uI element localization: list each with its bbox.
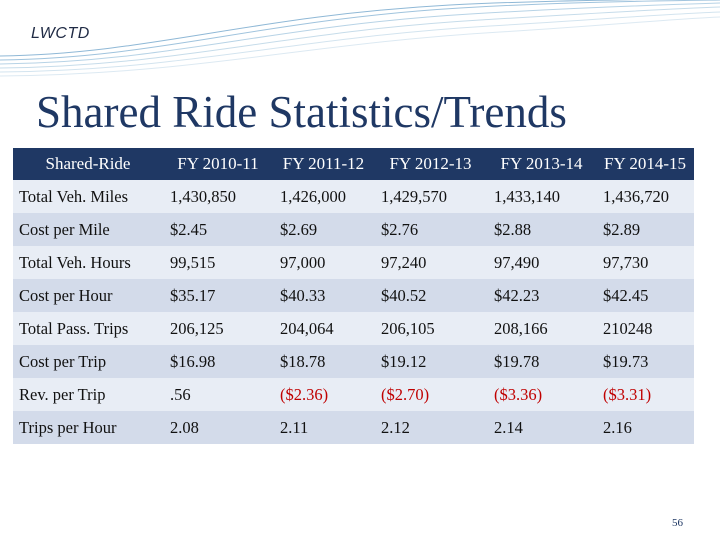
negative-value-cell: ($3.36) [487,378,596,411]
row-label: Cost per Hour [13,279,163,312]
page-number: 56 [672,517,683,529]
row-label: Trips per Hour [13,411,163,444]
table-cell: $2.88 [487,213,596,246]
column-header: FY 2011-12 [273,148,374,180]
slide-title: Shared Ride Statistics/Trends [36,87,567,137]
table-cell: $42.23 [487,279,596,312]
table-cell: 1,433,140 [487,180,596,213]
negative-value-cell: ($2.36) [273,378,374,411]
table-cell: $19.78 [487,345,596,378]
table-cell: 1,429,570 [374,180,487,213]
table-cell: 2.08 [163,411,273,444]
table-cell: 204,064 [273,312,374,345]
table-cell: $42.45 [596,279,694,312]
table-cell: $2.69 [273,213,374,246]
table-cell: 97,730 [596,246,694,279]
table-row: Total Pass. Trips 206,125 204,064 206,10… [13,312,694,345]
table-cell: 97,490 [487,246,596,279]
row-label: Total Pass. Trips [13,312,163,345]
table-cell: 99,515 [163,246,273,279]
table-cell: $2.45 [163,213,273,246]
row-label: Cost per Trip [13,345,163,378]
table-cell: 1,436,720 [596,180,694,213]
negative-value-cell: ($2.70) [374,378,487,411]
logo-text: LWCTD [31,25,90,42]
table-cell: 206,105 [374,312,487,345]
row-label: Total Veh. Hours [13,246,163,279]
table-row: Trips per Hour 2.08 2.11 2.12 2.14 2.16 [13,411,694,444]
table-row: Rev. per Trip .56 ($2.36) ($2.70) ($3.36… [13,378,694,411]
table-cell: .56 [163,378,273,411]
row-label: Cost per Mile [13,213,163,246]
table-cell: 2.11 [273,411,374,444]
table-cell: 2.16 [596,411,694,444]
table-cell: $19.73 [596,345,694,378]
column-header: FY 2012-13 [374,148,487,180]
table-cell: 206,125 [163,312,273,345]
column-header: Shared-Ride [13,148,163,180]
table-cell: $18.78 [273,345,374,378]
table-cell: 208,166 [487,312,596,345]
table-cell: 97,000 [273,246,374,279]
table-cell: 210248 [596,312,694,345]
table-cell: $2.76 [374,213,487,246]
table-cell: 1,426,000 [273,180,374,213]
table-cell: $35.17 [163,279,273,312]
table-cell: $2.89 [596,213,694,246]
table-row: Cost per Mile $2.45 $2.69 $2.76 $2.88 $2… [13,213,694,246]
statistics-table: Shared-Ride FY 2010-11 FY 2011-12 FY 201… [13,148,694,444]
table-cell: 97,240 [374,246,487,279]
table-cell: $19.12 [374,345,487,378]
column-header: FY 2014-15 [596,148,694,180]
table-cell: 1,430,850 [163,180,273,213]
table-row: Total Veh. Hours 99,515 97,000 97,240 97… [13,246,694,279]
row-label: Total Veh. Miles [13,180,163,213]
table-row: Total Veh. Miles 1,430,850 1,426,000 1,4… [13,180,694,213]
column-header: FY 2010-11 [163,148,273,180]
negative-value-cell: ($3.31) [596,378,694,411]
table-row: Cost per Hour $35.17 $40.33 $40.52 $42.2… [13,279,694,312]
table-cell: 2.12 [374,411,487,444]
table-header-row: Shared-Ride FY 2010-11 FY 2011-12 FY 201… [13,148,694,180]
header-swoosh-decoration [0,0,720,77]
table-cell: $40.52 [374,279,487,312]
column-header: FY 2013-14 [487,148,596,180]
table-cell: 2.14 [487,411,596,444]
row-label: Rev. per Trip [13,378,163,411]
table-row: Cost per Trip $16.98 $18.78 $19.12 $19.7… [13,345,694,378]
table-cell: $40.33 [273,279,374,312]
table-cell: $16.98 [163,345,273,378]
